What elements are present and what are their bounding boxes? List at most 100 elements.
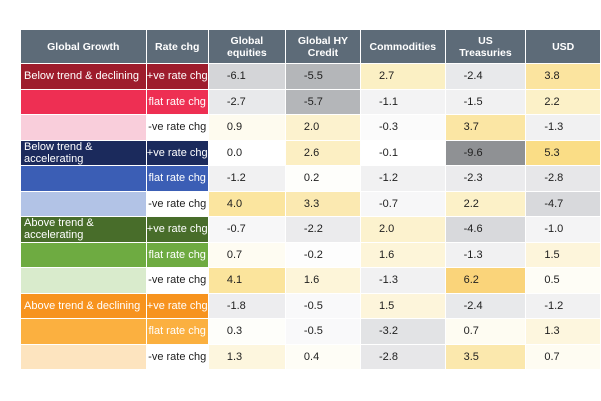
value-cell-commodities: 2.7 (361, 64, 445, 89)
value-cell-global-equities: -0.7 (208, 217, 285, 242)
growth-regime-label: Below trend & accelerating (21, 140, 146, 165)
value-cell-global-hy-credit: 0.4 (285, 344, 360, 369)
value-cell-global-hy-credit: -5.5 (285, 64, 360, 89)
table-row: -ve rate chg 1.3 0.4 -2.8 3.5 0.7 (21, 344, 600, 369)
growth-regime-cell (21, 166, 146, 191)
rate-chg-cell: flat rate chg (146, 319, 208, 344)
value-cell-us-treasuries: -4.6 (445, 217, 526, 242)
value-cell-global-hy-credit: 1.6 (285, 268, 360, 293)
growth-regime-cell (21, 344, 146, 369)
table-row: Above trend & declining +ve rate chg -1.8-… (21, 293, 600, 318)
table-row: flat rate chg -1.2 0.2 -1.2 -2.3 -2.8 (21, 166, 600, 191)
rate-chg-cell: +ve rate chg (146, 140, 208, 165)
value-cell-us-treasuries: -1.3 (445, 242, 526, 267)
table-row: -ve rate chg 4.1 1.6 -1.3 6.2 0.5 (21, 268, 600, 293)
value-cell-commodities: 1.6 (361, 242, 445, 267)
value-cell-global-equities: -1.2 (208, 166, 285, 191)
header-global-growth: Global Growth (21, 30, 146, 63)
value-cell-commodities: -0.3 (361, 115, 445, 140)
growth-regime-cell (21, 319, 146, 344)
value-cell-usd: -1.3 (526, 115, 600, 140)
table-row: flat rate chg -2.7 -5.7 -1.1 -1.5 2.2 (21, 89, 600, 114)
value-cell-global-equities: 0.7 (208, 242, 285, 267)
rate-chg-cell: +ve rate chg (146, 293, 208, 318)
value-cell-usd: 5.3 (526, 140, 600, 165)
value-cell-global-hy-credit: -0.5 (285, 319, 360, 344)
header-us-treasuries: US Treasuries (445, 30, 526, 63)
table-row: -ve rate chg 0.9 2.0 -0.3 3.7 -1.3 (21, 115, 600, 140)
growth-regime-cell (21, 268, 146, 293)
value-cell-global-equities: -1.8 (208, 293, 285, 318)
value-cell-commodities: 1.5 (361, 293, 445, 318)
value-cell-commodities: -0.7 (361, 191, 445, 216)
value-cell-commodities: -2.8 (361, 344, 445, 369)
value-cell-global-equities: 0.3 (208, 319, 285, 344)
table-row: flat rate chg 0.3 -0.5 -3.2 0.7 1.3 (21, 319, 600, 344)
rate-chg-cell: -ve rate chg (146, 191, 208, 216)
growth-regime-cell (21, 191, 146, 216)
regime-returns-table: Global Growth Rate chg Global equities Gl… (20, 29, 601, 370)
table-row: flat rate chg 0.7 -0.2 1.6 -1.3 1.5 (21, 242, 600, 267)
value-cell-us-treasuries: -9.6 (445, 140, 526, 165)
value-cell-global-hy-credit: -0.2 (285, 242, 360, 267)
value-cell-usd: 1.5 (526, 242, 600, 267)
value-cell-global-hy-credit: -2.2 (285, 217, 360, 242)
value-cell-usd: 3.8 (526, 64, 600, 89)
value-cell-global-equities: 0.9 (208, 115, 285, 140)
growth-regime-cell (21, 242, 146, 267)
table-row: Above trend & accelerating +ve rate chg -0… (21, 217, 600, 242)
rate-chg-cell: -ve rate chg (146, 344, 208, 369)
value-cell-usd: 0.5 (526, 268, 600, 293)
table-row: -ve rate chg 4.0 3.3 -0.7 2.2 -4.7 (21, 191, 600, 216)
value-cell-us-treasuries: -1.5 (445, 89, 526, 114)
value-cell-us-treasuries: 0.7 (445, 319, 526, 344)
rate-chg-cell: flat rate chg (146, 166, 208, 191)
growth-regime-label: Above trend & accelerating (21, 217, 146, 242)
rate-chg-cell: +ve rate chg (146, 64, 208, 89)
value-cell-us-treasuries: -2.4 (445, 293, 526, 318)
value-cell-global-equities: 4.1 (208, 268, 285, 293)
growth-regime-label: Above trend & declining (21, 293, 146, 318)
value-cell-commodities: -1.3 (361, 268, 445, 293)
value-cell-commodities: 2.0 (361, 217, 445, 242)
header-row: Global Growth Rate chg Global equities Gl… (21, 30, 600, 63)
rate-chg-cell: flat rate chg (146, 89, 208, 114)
value-cell-commodities: -1.1 (361, 89, 445, 114)
rate-chg-cell: +ve rate chg (146, 217, 208, 242)
value-cell-commodities: -0.1 (361, 140, 445, 165)
rate-chg-cell: -ve rate chg (146, 115, 208, 140)
table-row: Below trend & declining +ve rate chg -6.1-… (21, 64, 600, 89)
header-global-equities: Global equities (208, 30, 285, 63)
value-cell-global-equities: -6.1 (208, 64, 285, 89)
rate-chg-cell: -ve rate chg (146, 268, 208, 293)
value-cell-commodities: -1.2 (361, 166, 445, 191)
value-cell-global-equities: 0.0 (208, 140, 285, 165)
value-cell-us-treasuries: 6.2 (445, 268, 526, 293)
value-cell-global-hy-credit: 0.2 (285, 166, 360, 191)
value-cell-usd: 2.2 (526, 89, 600, 114)
header-usd: USD (526, 30, 600, 63)
header-global-hy-credit: Global HY Credit (285, 30, 360, 63)
value-cell-global-hy-credit: -0.5 (285, 293, 360, 318)
value-cell-global-hy-credit: -5.7 (285, 89, 360, 114)
header-commodities: Commodities (361, 30, 445, 63)
value-cell-us-treasuries: 3.7 (445, 115, 526, 140)
value-cell-usd: -1.2 (526, 293, 600, 318)
value-cell-usd: -2.8 (526, 166, 600, 191)
value-cell-usd: 1.3 (526, 319, 600, 344)
growth-regime-cell (21, 89, 146, 114)
value-cell-us-treasuries: 2.2 (445, 191, 526, 216)
header-rate-chg: Rate chg (146, 30, 208, 63)
value-cell-usd: -1.0 (526, 217, 600, 242)
table-row: Below trend & accelerating +ve rate chg 0.… (21, 140, 600, 165)
value-cell-usd: -4.7 (526, 191, 600, 216)
value-cell-global-hy-credit: 2.6 (285, 140, 360, 165)
value-cell-us-treasuries: 3.5 (445, 344, 526, 369)
value-cell-global-equities: 1.3 (208, 344, 285, 369)
growth-regime-label: Below trend & declining (21, 64, 146, 89)
rate-chg-cell: flat rate chg (146, 242, 208, 267)
value-cell-global-equities: 4.0 (208, 191, 285, 216)
value-cell-global-hy-credit: 2.0 (285, 115, 360, 140)
value-cell-usd: 0.7 (526, 344, 600, 369)
value-cell-commodities: -3.2 (361, 319, 445, 344)
